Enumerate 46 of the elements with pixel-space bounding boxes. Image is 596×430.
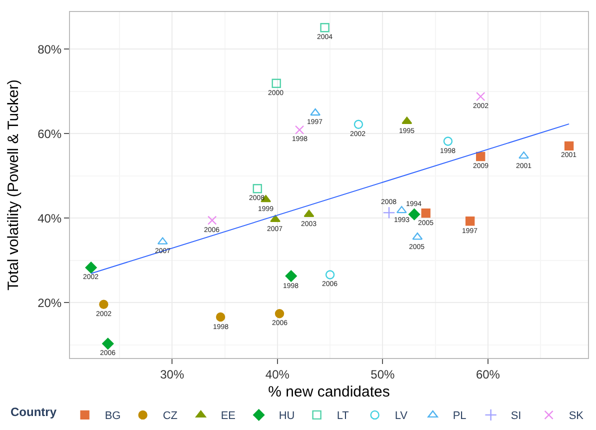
point <box>408 208 420 220</box>
point <box>208 216 217 225</box>
point <box>421 208 430 218</box>
legend-label: HU <box>278 410 295 422</box>
point <box>274 309 284 318</box>
point <box>382 206 396 219</box>
point <box>402 116 412 124</box>
legend-label: LT <box>336 410 350 422</box>
x-tick-label: 50% <box>370 367 396 382</box>
point <box>476 152 486 162</box>
point <box>465 216 475 226</box>
legend-title: Country <box>10 405 57 420</box>
point <box>310 108 321 116</box>
legend-label: LV <box>394 410 408 422</box>
point <box>476 92 486 102</box>
point <box>102 338 114 350</box>
point <box>564 141 574 151</box>
x-axis-title: % new candidates <box>268 383 390 400</box>
point <box>325 270 335 280</box>
y-tick-label: 80% <box>38 42 62 56</box>
point <box>85 262 97 274</box>
legend-label: SI <box>510 410 522 422</box>
y-tick-label: 20% <box>38 296 62 310</box>
y-tick-label: 60% <box>38 126 62 141</box>
legend-label: BG <box>104 410 121 422</box>
point <box>252 184 262 194</box>
x-tick-label: 60% <box>476 367 500 382</box>
point <box>518 151 529 159</box>
point <box>396 206 407 214</box>
point <box>443 136 453 146</box>
point <box>99 300 108 309</box>
point <box>354 120 364 129</box>
point <box>285 270 297 282</box>
legend-label: PL <box>452 410 466 422</box>
point <box>216 312 226 322</box>
legend-label: CZ <box>162 410 178 422</box>
y-axis-title: Total volatility (Powell & Tucker) <box>4 80 22 290</box>
x-tick-label: 40% <box>265 367 290 382</box>
point <box>272 78 281 88</box>
x-tick-label: 30% <box>160 367 184 382</box>
y-tick-label: 40% <box>38 211 62 226</box>
point <box>320 23 330 32</box>
point <box>270 214 281 222</box>
point <box>294 125 304 134</box>
legend-label: EE <box>220 410 236 422</box>
legend-label: SK <box>568 410 584 422</box>
